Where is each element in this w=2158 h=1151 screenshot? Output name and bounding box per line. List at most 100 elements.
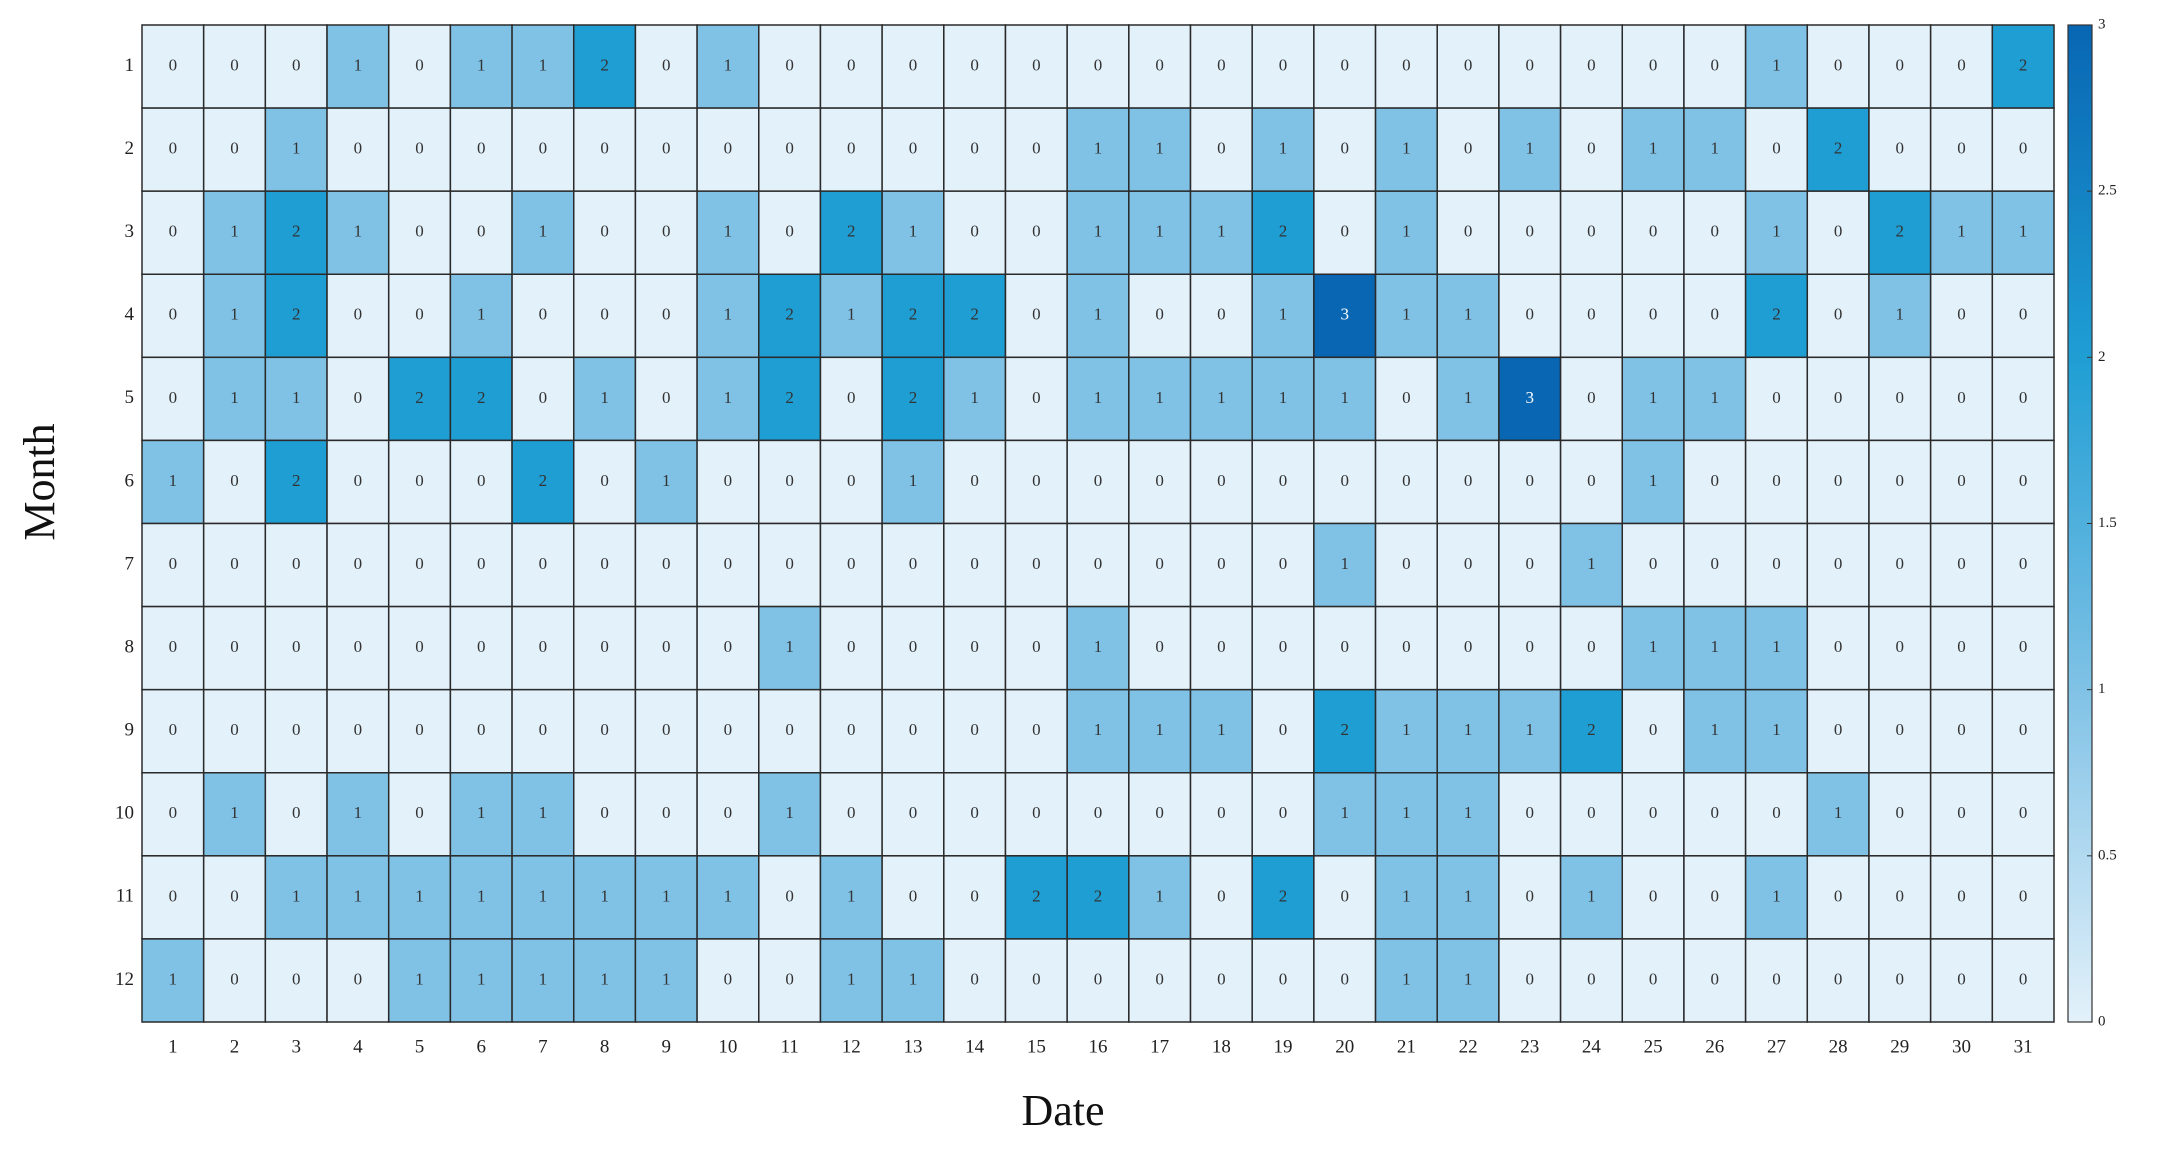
cell-label: 1 [1402,139,1411,158]
heatmap-cell [1004,107,1068,192]
cell-label: 0 [724,720,733,739]
heatmap-cell [202,190,267,276]
cell-label: 0 [1772,554,1781,573]
cell-label: 1 [1217,222,1226,241]
heatmap-cell [1251,605,1315,691]
heatmap-cell [449,439,513,525]
x-tick-label: 5 [415,1036,425,1057]
heatmap-cell [326,938,390,1023]
heatmap-cell [1621,273,1685,359]
heatmap-cell [572,24,637,109]
cell-label: 0 [1711,969,1720,988]
heatmap-cell [1374,24,1438,109]
y-tick-label: 4 [125,304,135,325]
heatmap-cell [326,273,390,359]
cell-label: 0 [1649,803,1658,822]
cell-label: 0 [292,803,301,822]
x-tick-label: 17 [1150,1036,1169,1057]
heatmap-cell [449,107,513,192]
heatmap-cell [1313,190,1377,276]
cell-label: 0 [909,55,918,74]
cell-label: 1 [1711,720,1720,739]
heatmap-cell [1066,107,1130,192]
cell-label: 0 [1957,554,1966,573]
cell-label: 1 [539,886,548,905]
x-tick-label: 19 [1274,1036,1293,1057]
cell-label: 0 [1032,969,1041,988]
heatmap-cell [1066,938,1130,1023]
cell-label: 0 [1464,55,1473,74]
cell-label: 0 [292,55,301,74]
heatmap-cell [634,522,698,608]
cell-label: 1 [539,55,548,74]
cell-label: 0 [2019,305,2028,324]
cell-label: 0 [415,139,424,158]
cell-label: 1 [1155,720,1164,739]
cell-label: 1 [1402,222,1411,241]
heatmap-cell [202,855,267,940]
cell-label: 0 [2019,886,2028,905]
cell-label: 1 [785,803,794,822]
heatmap-cell [634,772,698,857]
cell-label: 0 [1957,139,1966,158]
cell-label: 0 [1217,554,1226,573]
heatmap-cell [1004,356,1068,442]
heatmap-cell [1744,938,1809,1023]
cell-label: 0 [1279,55,1288,74]
heatmap-cell [1128,24,1192,109]
cell-label: 2 [1587,720,1596,739]
heatmap-cell [1498,24,1562,109]
cell-label: 0 [785,720,794,739]
heatmap-cell [1066,522,1130,608]
heatmap-cell [1004,938,1068,1023]
cell-label: 0 [724,471,733,490]
cell-label: 0 [539,139,548,158]
heatmap-cell [1929,688,1994,774]
heatmap-cell [1991,855,2055,940]
heatmap-cell [572,522,637,608]
cell-label: 0 [1279,720,1288,739]
heatmap-cell [572,938,637,1023]
cell-label: 1 [1896,305,1905,324]
cell-label: 0 [1464,637,1473,656]
heatmap-cell [819,273,883,359]
heatmap-cell [1991,938,2055,1023]
cell-label: 0 [1032,471,1041,490]
y-tick-label: 12 [115,969,134,990]
cell-label: 2 [1279,222,1288,241]
cell-label: 1 [1649,471,1658,490]
heatmap-cell [1929,938,1994,1023]
heatmap-cell [1683,439,1747,525]
heatmap-cell [202,24,267,109]
heatmap-cell [1559,855,1624,940]
cell-label: 2 [1772,305,1781,324]
cell-label: 0 [1094,803,1103,822]
cell-label: 0 [785,139,794,158]
cell-label: 1 [1464,720,1473,739]
heatmap-cell [819,772,883,857]
cell-label: 1 [1402,803,1411,822]
heatmap-cell [141,605,205,691]
heatmap-cell [1313,772,1377,857]
heatmap-cell [1313,522,1377,608]
cell-label: 0 [2019,720,2028,739]
cell-label: 0 [970,554,979,573]
colorbar-tick-label: 2.5 [2098,183,2117,199]
cell-label: 1 [909,222,918,241]
heatmap-cell [758,439,822,525]
cell-label: 0 [2019,139,2028,158]
cell-label: 0 [1340,471,1349,490]
heatmap-cell [1498,356,1562,442]
heatmap-cell [387,273,452,359]
heatmap-cell [326,688,390,774]
cell-label: 1 [354,803,363,822]
cell-label: 0 [169,720,178,739]
cell-label: 1 [1711,637,1720,656]
cell-label: 0 [1772,969,1781,988]
cell-label: 0 [1649,222,1658,241]
heatmap-cell [511,439,575,525]
cell-label: 0 [1525,554,1534,573]
cell-label: 2 [415,388,424,407]
cell-label: 1 [1094,720,1103,739]
